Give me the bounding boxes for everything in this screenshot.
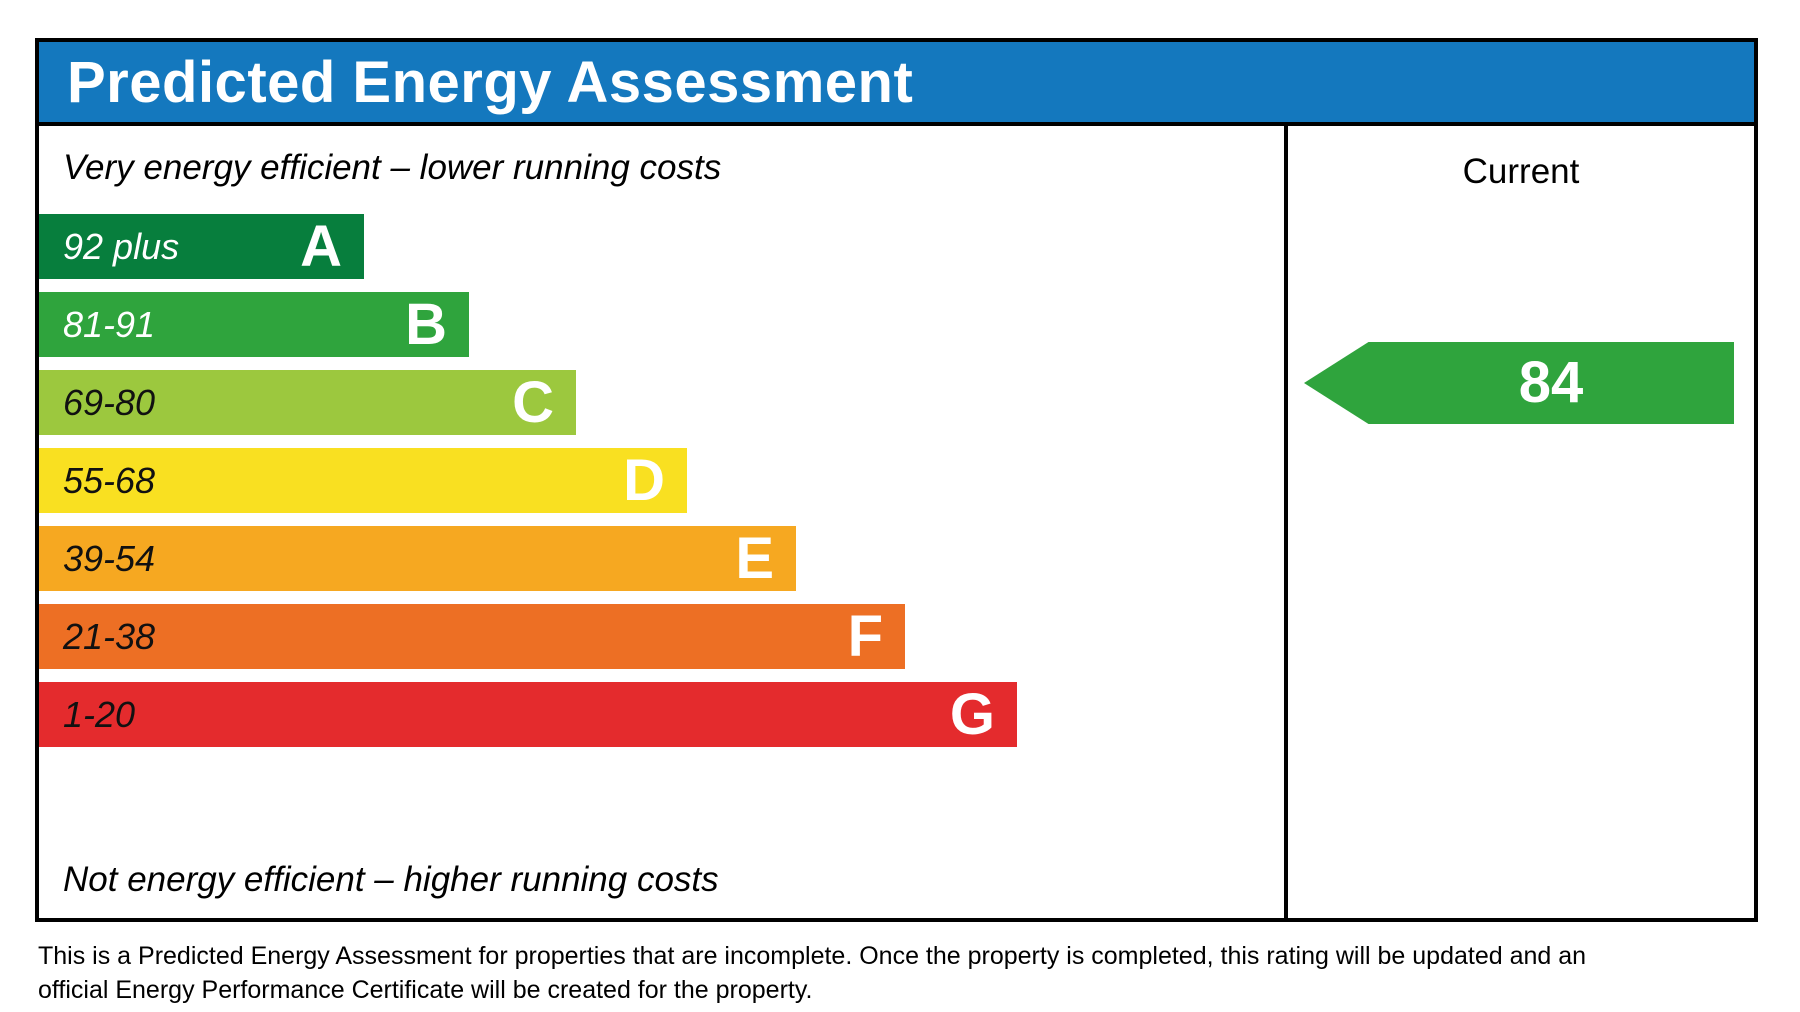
band-range-label: 39-54 <box>63 537 156 579</box>
band-range-label: 92 plus <box>63 225 180 267</box>
band-row-c: 69-80 C <box>39 370 576 435</box>
band-range-label: 69-80 <box>63 381 156 423</box>
band-letter: C <box>512 369 554 435</box>
panel-header: Predicted Energy Assessment <box>39 42 1754 126</box>
band-letter: B <box>405 291 447 357</box>
footer-line-1: This is a Predicted Energy Assessment fo… <box>38 942 1587 970</box>
band-row-f: 21-38 F <box>39 604 905 669</box>
caption-efficient: Very energy efficient – lower running co… <box>63 148 722 187</box>
band-row-a: 92 plus A <box>39 214 364 279</box>
current-column-header: Current <box>1462 152 1580 191</box>
band-range-label: 21-38 <box>63 615 156 657</box>
band-row-e: 39-54 E <box>39 526 796 591</box>
band-letter: G <box>949 681 995 747</box>
band-letter: D <box>623 447 665 513</box>
energy-assessment-panel: Predicted Energy Assessment Very energy … <box>35 38 1758 922</box>
caption-not-efficient: Not energy efficient – higher running co… <box>63 860 719 899</box>
current-rating-arrow: 84 <box>1304 342 1734 424</box>
band-letter: F <box>847 603 883 669</box>
footer-line-2: official Energy Performance Certificate … <box>38 975 813 1004</box>
band-row-g: 1-20 G <box>39 682 1017 747</box>
rating-scale-area: Very energy efficient – lower running co… <box>39 126 1284 918</box>
page-title: Predicted Energy Assessment <box>67 49 914 115</box>
current-rating-value: 84 <box>1518 350 1584 415</box>
footer-note: This is a Predicted Energy Assessment fo… <box>38 940 1586 1007</box>
band-range-label: 55-68 <box>63 459 156 501</box>
band-range-label: 81-91 <box>63 303 156 345</box>
rating-bands: 92 plus A 81-91 B 69-80 C 55-68 D 39-54 <box>39 214 1284 747</box>
band-row-b: 81-91 B <box>39 292 469 357</box>
current-column: Current 84 <box>1284 126 1754 918</box>
band-row-d: 55-68 D <box>39 448 687 513</box>
band-range-label: 1-20 <box>63 693 136 735</box>
band-letter: A <box>300 213 342 279</box>
band-letter: E <box>735 525 774 591</box>
panel-content: Very energy efficient – lower running co… <box>39 126 1754 918</box>
